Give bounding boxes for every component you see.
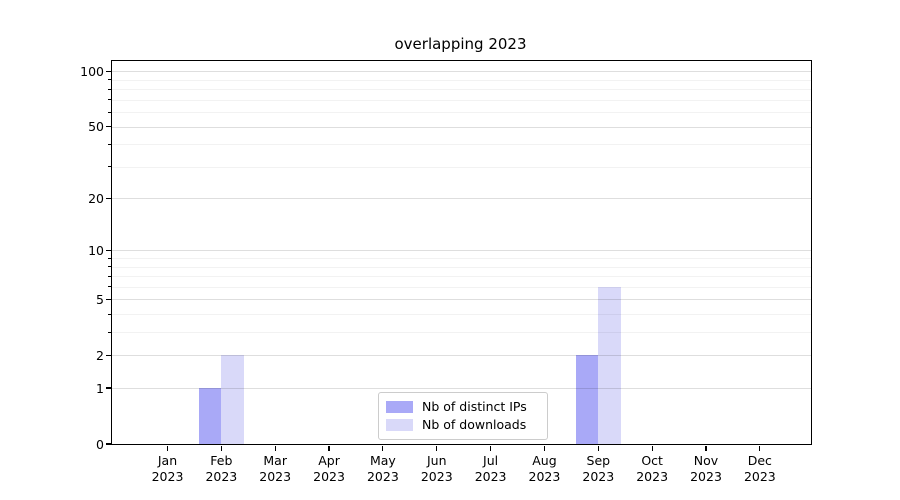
- gridline-minor: [112, 286, 811, 288]
- x-tick-label: Nov 2023: [676, 453, 736, 484]
- y-tick-mark: [105, 197, 111, 199]
- x-tick-label-year: 2023: [743, 468, 776, 484]
- x-tick-label-year: 2023: [420, 468, 453, 484]
- x-tick-mark: [759, 445, 761, 451]
- y-tick-label: 20: [88, 190, 104, 206]
- y-minor-tick-mark: [108, 111, 111, 113]
- x-tick-label: May 2023: [353, 453, 413, 484]
- gridline-minor: [112, 166, 811, 168]
- y-tick-mark: [105, 249, 111, 252]
- y-minor-tick-mark: [108, 286, 111, 288]
- x-tick-label-year: 2023: [474, 468, 507, 484]
- x-tick-label-year: 2023: [259, 468, 292, 484]
- x-tick-label-year: 2023: [313, 468, 345, 484]
- y-minor-tick-mark: [108, 257, 111, 259]
- x-tick-label: Apr 2023: [299, 453, 359, 484]
- x-tick-label-year: 2023: [690, 468, 722, 484]
- x-tick-mark: [166, 445, 169, 451]
- y-minor-tick-mark: [108, 88, 111, 90]
- chart-title: overlapping 2023: [394, 35, 527, 53]
- x-tick-mark: [274, 445, 276, 451]
- legend-swatch-distinct-ips-icon: [386, 401, 413, 413]
- y-tick-mark: [105, 126, 111, 128]
- x-tick-mark: [220, 445, 222, 451]
- gridline-minor: [112, 266, 811, 268]
- legend-item: Nb of downloads: [386, 416, 538, 434]
- y-minor-tick-mark: [108, 313, 111, 315]
- legend: Nb of distinct IPs Nb of downloads: [378, 392, 548, 440]
- y-minor-tick-mark: [108, 79, 111, 81]
- x-tick-label: Jul 2023: [461, 453, 521, 484]
- y-minor-tick-mark: [108, 166, 111, 168]
- plot-area: Nb of distinct IPs Nb of downloads 0 1 2 5 1…: [80, 60, 812, 484]
- bar-distinct-ips-sep: [575, 355, 599, 444]
- gridline-major: [112, 355, 811, 357]
- gridline-minor: [112, 79, 811, 81]
- y-minor-tick-mark: [108, 99, 111, 101]
- gridline-major: [112, 250, 811, 252]
- x-tick-mark: [651, 445, 653, 451]
- gridline-minor: [112, 258, 811, 260]
- x-tick-mark: [328, 445, 330, 451]
- y-minor-tick-mark: [108, 275, 111, 277]
- y-tick-mark: [105, 387, 111, 389]
- x-tick-mark: [490, 445, 492, 451]
- x-tick-mark: [705, 445, 707, 451]
- x-tick-label: Jan 2023: [138, 453, 198, 484]
- y-tick-mark: [105, 298, 111, 300]
- y-tick-label: 0: [96, 436, 104, 452]
- y-tick-label: 10: [88, 242, 104, 258]
- gridline-minor: [112, 99, 811, 101]
- y-tick-mark: [105, 70, 111, 73]
- x-tick-label: Dec 2023: [730, 453, 790, 484]
- gridline-minor: [112, 112, 811, 114]
- x-tick-label-year: 2023: [151, 468, 184, 484]
- y-tick-label: 50: [88, 119, 104, 135]
- gridline-minor: [112, 144, 811, 146]
- x-tick-label: Sep 2023: [568, 453, 628, 484]
- bar-downloads-sep: [598, 286, 621, 444]
- gridline-major: [112, 299, 811, 301]
- y-tick-label: 5: [96, 291, 104, 307]
- x-tick-label: Oct 2023: [622, 453, 682, 484]
- gridline-minor: [112, 332, 811, 334]
- x-tick-label-year: 2023: [636, 468, 669, 484]
- legend-swatch-downloads-icon: [386, 419, 413, 431]
- y-minor-tick-mark: [108, 143, 111, 145]
- gridline-major: [112, 126, 811, 128]
- x-tick-label-year: 2023: [582, 468, 615, 484]
- y-tick-mark: [105, 354, 111, 356]
- y-tick-label: 1: [96, 380, 104, 396]
- gridline-major: [112, 71, 811, 73]
- x-tick-label-year: 2023: [366, 468, 399, 484]
- bar-distinct-ips-feb: [198, 388, 222, 444]
- x-tick-mark: [597, 445, 599, 451]
- x-tick-label-year: 2023: [205, 468, 238, 484]
- x-tick-label-year: 2023: [528, 468, 561, 484]
- legend-label-distinct-ips: Nb of distinct IPs: [422, 399, 527, 414]
- gridline-minor: [112, 314, 811, 316]
- y-tick-label: 100: [80, 63, 104, 79]
- legend-label-downloads: Nb of downloads: [422, 417, 527, 432]
- x-tick-mark: [382, 445, 384, 451]
- legend-item: Nb of distinct IPs: [386, 398, 538, 416]
- gridline-major: [112, 198, 811, 200]
- x-tick-label: Aug 2023: [514, 453, 574, 484]
- x-tick-label: Mar 2023: [245, 453, 305, 484]
- y-tick-label: 2: [96, 347, 104, 363]
- x-tick-mark: [436, 445, 438, 451]
- gridline-minor: [112, 276, 811, 278]
- x-tick-mark: [543, 445, 546, 451]
- x-tick-label: Feb 2023: [191, 453, 251, 484]
- y-minor-tick-mark: [108, 331, 111, 333]
- x-tick-label: Jun 2023: [407, 453, 467, 484]
- bar-downloads-feb: [221, 355, 244, 444]
- gridline-minor: [112, 89, 811, 91]
- y-minor-tick-mark: [108, 266, 111, 268]
- y-tick-mark: [105, 443, 111, 445]
